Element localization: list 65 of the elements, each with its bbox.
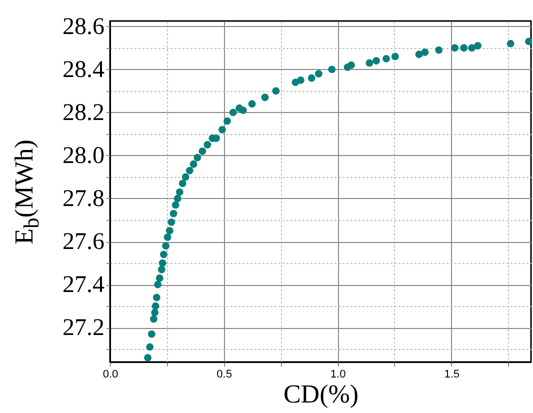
point <box>198 147 206 155</box>
x-tick-label: 1.0 <box>330 368 346 380</box>
y-tick-label: 27.4 <box>62 272 104 298</box>
point <box>229 108 237 116</box>
point <box>186 166 194 174</box>
point <box>218 126 226 134</box>
point <box>468 44 476 52</box>
point <box>296 76 304 84</box>
point <box>525 38 532 46</box>
point <box>148 330 156 338</box>
y-tick-label: 28.2 <box>62 100 104 126</box>
point <box>366 59 374 67</box>
point <box>158 259 166 267</box>
point <box>415 50 423 58</box>
y-tick-label: 27.2 <box>62 315 104 342</box>
point <box>382 54 390 62</box>
point <box>314 70 322 78</box>
point <box>152 302 160 310</box>
point <box>248 100 256 108</box>
point <box>272 87 280 95</box>
point <box>391 52 399 60</box>
x-tick-label: 0.5 <box>216 368 232 380</box>
point <box>176 188 184 196</box>
point <box>146 343 154 351</box>
y-tick-label: 27.6 <box>62 229 104 256</box>
point <box>190 160 198 168</box>
point <box>328 66 336 74</box>
text: 0.0 <box>102 368 118 380</box>
point <box>223 117 231 125</box>
point <box>158 266 166 274</box>
point <box>154 280 162 288</box>
point <box>170 210 178 218</box>
point <box>204 141 212 148</box>
point <box>261 94 269 102</box>
point <box>160 250 168 258</box>
y-tick-label: 28.6 <box>62 14 104 40</box>
point <box>178 180 186 188</box>
point <box>156 274 164 282</box>
point <box>372 57 380 64</box>
point <box>172 201 180 209</box>
point <box>164 234 172 241</box>
y-tick-label: 28.0 <box>62 142 104 169</box>
point <box>308 74 316 82</box>
point <box>166 227 174 234</box>
point <box>168 218 176 226</box>
point <box>506 40 514 48</box>
point <box>474 42 482 50</box>
point <box>144 354 152 362</box>
point <box>150 315 158 323</box>
point <box>239 106 247 114</box>
point <box>460 44 468 52</box>
x-tick-label: 1.5 <box>444 368 460 380</box>
point <box>162 242 170 250</box>
point <box>174 194 182 202</box>
point <box>421 48 429 56</box>
point <box>451 44 458 52</box>
y-tick-label: 28.4 <box>62 56 104 83</box>
x-axis-title: CD(%) <box>283 380 359 408</box>
point <box>435 46 443 54</box>
point <box>194 154 202 162</box>
point <box>152 294 160 302</box>
point <box>348 61 355 69</box>
y-tick-label: 27.8 <box>62 186 104 212</box>
point <box>151 308 159 316</box>
point <box>182 173 190 181</box>
